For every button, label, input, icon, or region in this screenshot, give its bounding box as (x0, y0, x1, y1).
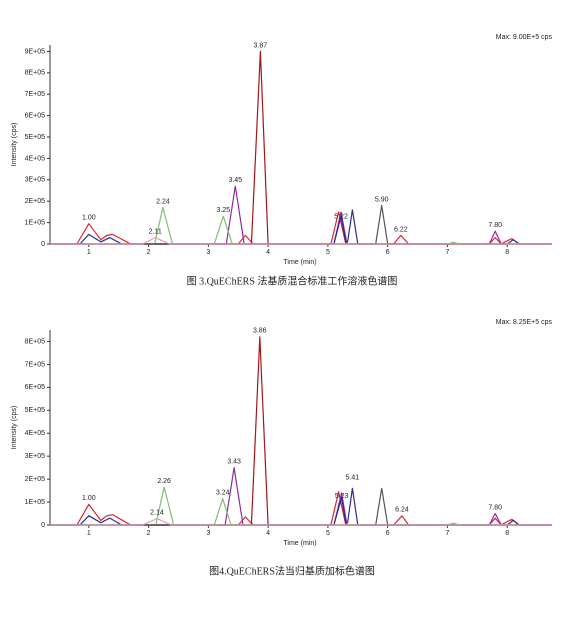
y-tick-label: 8E+05 (25, 338, 46, 345)
trace (50, 204, 552, 245)
y-tick-label: 7E+05 (25, 91, 46, 98)
y-tick-label: 3E+05 (25, 453, 46, 460)
trace (50, 209, 552, 245)
x-tick-label: 2 (147, 249, 151, 256)
y-tick-label: 7E+05 (25, 361, 46, 368)
peak-label: 3.43 (227, 458, 241, 465)
max-label: Max: 9.00E+5 cps (496, 34, 553, 41)
peak-label: 1.00 (82, 215, 96, 222)
x-tick-label: 4 (266, 530, 270, 537)
trace (50, 491, 552, 526)
peak-label: 3.45 (228, 177, 242, 184)
trace (50, 237, 552, 245)
y-tick-label: 0 (41, 241, 45, 248)
peak-label: 2.24 (156, 198, 170, 205)
y-tick-label: 2E+05 (25, 476, 46, 483)
peak-label: 7.80 (488, 504, 502, 511)
x-tick-label: 3 (206, 249, 210, 256)
y-tick-label: 5E+05 (25, 407, 46, 414)
y-tick-label: 4E+05 (25, 155, 46, 162)
y-tick-label: 9E+05 (25, 48, 46, 55)
max-label: Max: 8.25E+5 cps (496, 319, 553, 326)
peak-label: 2.26 (157, 478, 171, 485)
trace (50, 467, 552, 526)
peak-label: 7.80 (488, 222, 502, 229)
x-tick-label: 2 (147, 530, 151, 537)
x-axis-title: Time (min) (283, 259, 316, 266)
y-axis-title: Intensity (cps) (11, 406, 18, 450)
y-tick-label: 1E+05 (25, 219, 46, 226)
x-tick-label: 4 (266, 249, 270, 256)
caption: 图 3.QuEChERS 法基质混合标准工作溶液色谱图 (187, 274, 398, 287)
y-tick-label: 3E+05 (25, 177, 46, 184)
x-axis-title: Time (min) (283, 540, 316, 547)
x-tick-label: 3 (206, 530, 210, 537)
x-tick-label: 5 (326, 249, 330, 256)
peak-label: 6.22 (394, 226, 408, 233)
peak-label: 5.90 (375, 196, 389, 203)
y-tick-label: 6E+05 (25, 112, 46, 119)
y-tick-label: 2E+05 (25, 198, 46, 205)
x-tick-label: 7 (445, 249, 449, 256)
trace (50, 518, 552, 526)
caption: 图4.QuEChERS法当归基质加标色谱图 (209, 564, 375, 577)
peak-label: 3.25 (216, 207, 230, 214)
trace (50, 50, 552, 245)
peak-label: 3.24 (216, 489, 230, 496)
peak-label: 5.23 (335, 493, 349, 500)
trace (50, 207, 552, 245)
peak-label: 3.87 (254, 42, 268, 49)
trace (50, 487, 552, 526)
y-tick-label: 5E+05 (25, 134, 46, 141)
y-tick-label: 6E+05 (25, 384, 46, 391)
peak-label: 2.11 (149, 228, 162, 235)
x-tick-label: 1 (87, 530, 91, 537)
trace (50, 486, 552, 526)
y-tick-label: 8E+05 (25, 70, 46, 77)
y-tick-label: 4E+05 (25, 430, 46, 437)
peak-label: 1.00 (82, 495, 96, 502)
y-tick-label: 1E+05 (25, 499, 46, 506)
peak-label: 5.41 (346, 475, 360, 482)
x-tick-label: 5 (326, 530, 330, 537)
x-tick-label: 6 (386, 530, 390, 537)
peak-label: 3.86 (253, 328, 267, 335)
peak-label: 2.14 (150, 509, 164, 516)
trace (50, 211, 552, 245)
trace (50, 487, 552, 526)
peak-label: 5.22 (334, 213, 348, 220)
y-tick-label: 0 (41, 522, 45, 529)
y-axis-title: Intensity (cps) (11, 123, 18, 167)
peak-label: 6.24 (395, 507, 409, 514)
x-tick-label: 7 (445, 530, 449, 537)
x-tick-label: 1 (87, 249, 91, 256)
trace (50, 336, 552, 526)
trace (50, 185, 552, 245)
x-tick-label: 8 (505, 249, 509, 256)
x-tick-label: 8 (505, 530, 509, 537)
x-tick-label: 6 (386, 249, 390, 256)
